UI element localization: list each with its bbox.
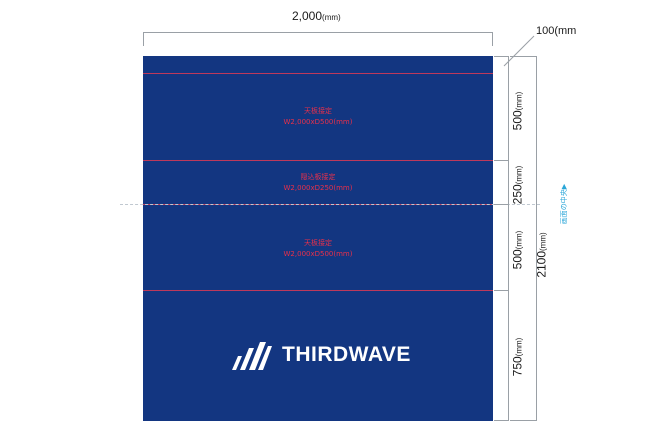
width-dimension-label: 2,000(mm): [292, 9, 341, 23]
logo: THIRDWAVE: [230, 338, 411, 372]
segment-label-2: 250(mm): [492, 166, 542, 205]
extra-dimension-leader: [503, 35, 535, 67]
total-tick-bottom: [510, 420, 537, 421]
width-unit: (mm): [322, 13, 341, 22]
zone-title-1: 天板接定: [304, 107, 332, 115]
guide-line-3: [143, 290, 493, 291]
segment-unit-4: (mm): [514, 337, 523, 357]
logo-text: THIRDWAVE: [282, 343, 411, 366]
guide-line-1: [143, 160, 493, 161]
zone-size-1: W2,000xD500(mm): [283, 118, 353, 126]
segment-tick-4: [494, 420, 509, 421]
total-height-label: 2100(mm): [510, 232, 574, 277]
total-bracket-line: [536, 56, 537, 421]
guide-line-top: [143, 73, 493, 74]
extra-dimension-label: 100(mm: [536, 25, 577, 37]
width-dimension-tick-right: [492, 32, 493, 46]
total-height-unit: (mm): [538, 232, 548, 251]
segment-value-4: 750: [510, 356, 524, 377]
zone-size-2: W2,000xD250(mm): [283, 184, 353, 192]
segment-value-1: 500: [510, 110, 524, 131]
segment-label-4: 750(mm): [492, 338, 542, 377]
zone-label-3: 天板接定 W2,000xD500(mm): [143, 238, 493, 260]
center-marker-label: 画面の中央: [559, 189, 568, 225]
width-value: 2,000: [292, 9, 323, 23]
total-height-value: 2100: [534, 250, 549, 278]
segment-tick-3: [494, 290, 509, 291]
zone-title-2: 隠込板接定: [300, 173, 336, 181]
center-marker: 画面の中央▶: [538, 178, 590, 230]
zone-size-3: W2,000xD500(mm): [283, 250, 353, 258]
segment-tick-1: [494, 160, 509, 161]
segment-tick-2: [494, 204, 509, 205]
zone-label-1: 天板接定 W2,000xD500(mm): [143, 106, 493, 128]
segment-tick-0: [494, 56, 509, 57]
segment-unit-1: (mm): [514, 91, 523, 111]
zone-label-2: 隠込板接定 W2,000xD250(mm): [143, 172, 493, 194]
width-dimension-line: [143, 32, 493, 33]
segment-unit-2: (mm): [514, 165, 523, 185]
center-marker-arrow-icon: ▶: [559, 183, 568, 190]
thirdwave-logo-icon: [232, 342, 272, 370]
center-line: [120, 204, 540, 205]
zone-title-3: 天板接定: [304, 239, 332, 247]
backdrop-panel: [143, 56, 493, 421]
segment-label-1: 500(mm): [492, 92, 542, 131]
width-dimension-tick-left: [143, 32, 144, 46]
total-tick-top: [510, 56, 537, 57]
segment-value-2: 250: [510, 184, 524, 205]
segment-bracket-line: [508, 56, 509, 421]
